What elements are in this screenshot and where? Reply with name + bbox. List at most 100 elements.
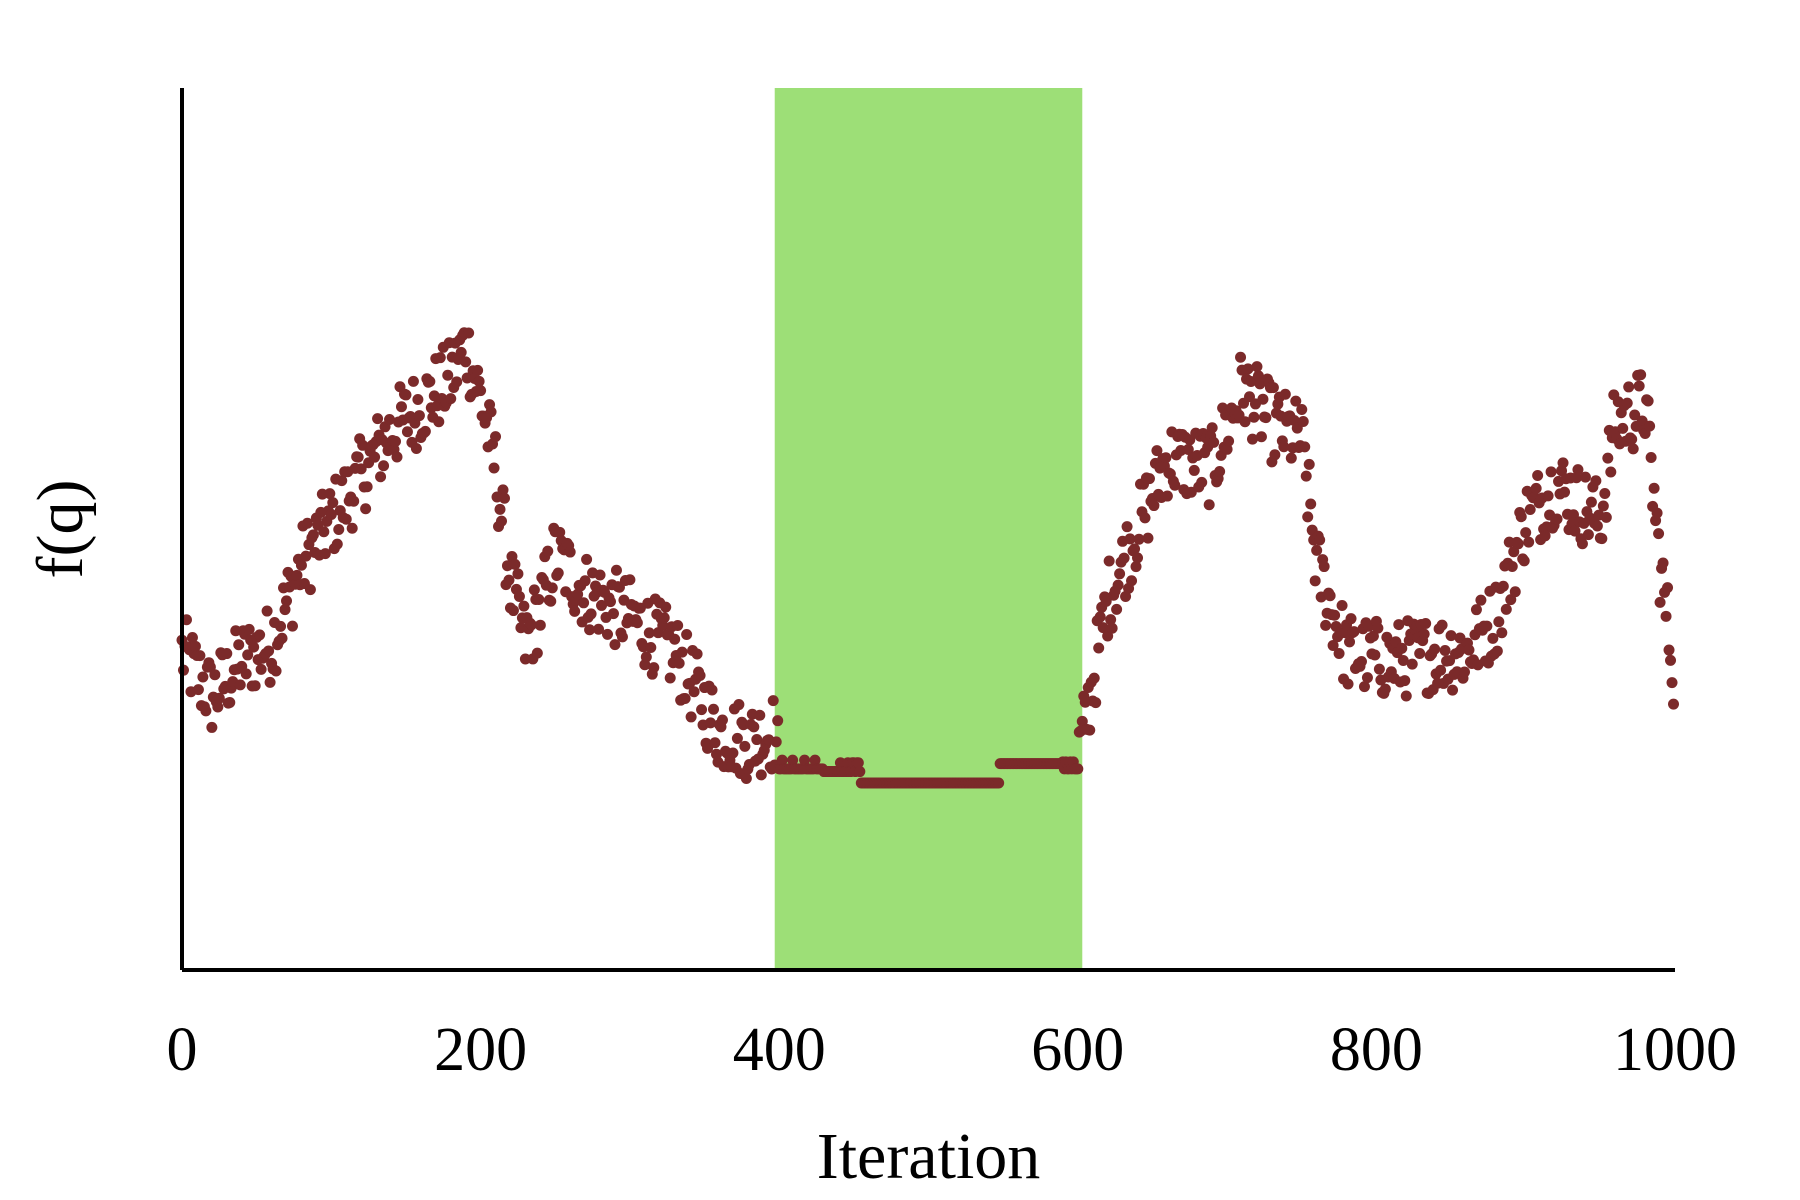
data-point <box>327 497 339 509</box>
data-point <box>286 620 298 632</box>
data-point <box>213 692 225 704</box>
data-point <box>206 721 218 733</box>
data-point <box>391 451 403 463</box>
data-point <box>1090 697 1102 709</box>
data-point <box>1235 351 1247 363</box>
data-point <box>1627 443 1639 455</box>
data-point <box>1429 643 1441 655</box>
data-point <box>1100 595 1112 607</box>
data-point <box>475 385 487 397</box>
data-point <box>681 629 693 641</box>
data-point <box>1290 395 1302 407</box>
data-point <box>224 697 236 709</box>
data-point <box>1396 642 1408 654</box>
data-point <box>1663 644 1675 656</box>
data-point <box>254 629 266 641</box>
data-point <box>776 754 788 766</box>
data-point <box>1633 380 1645 392</box>
data-point <box>1373 663 1385 675</box>
data-point <box>276 632 288 644</box>
data-point <box>1279 388 1291 400</box>
data-point <box>1372 622 1384 634</box>
data-point <box>1124 533 1136 545</box>
data-point <box>1414 648 1426 660</box>
data-point <box>1111 603 1123 615</box>
data-point <box>473 375 485 387</box>
data-point <box>1602 452 1614 464</box>
data-point <box>1668 698 1680 710</box>
data-point <box>594 569 606 581</box>
data-point <box>716 714 728 726</box>
data-point <box>1260 412 1272 424</box>
data-point <box>1126 575 1138 587</box>
data-point <box>643 627 655 639</box>
data-point <box>255 663 267 675</box>
data-point <box>1093 642 1105 654</box>
data-point <box>770 736 782 748</box>
highlight-band-layer <box>774 88 1083 970</box>
data-point <box>1297 416 1309 428</box>
data-point <box>733 699 745 711</box>
data-point <box>1151 445 1163 457</box>
data-point <box>640 651 652 663</box>
data-point <box>702 742 714 754</box>
data-point <box>1654 596 1666 608</box>
data-point <box>1662 582 1674 594</box>
data-point <box>739 740 751 752</box>
data-point <box>1445 630 1457 642</box>
data-point <box>1196 476 1208 488</box>
data-point <box>1648 482 1660 494</box>
data-point <box>1132 552 1144 564</box>
data-point <box>1103 555 1115 567</box>
data-point <box>852 757 864 769</box>
data-point <box>1582 529 1594 541</box>
data-point <box>412 394 424 406</box>
data-point <box>1160 452 1172 464</box>
data-point <box>579 575 591 587</box>
data-point <box>1255 431 1267 443</box>
data-point <box>189 640 201 652</box>
data-point <box>336 475 348 487</box>
data-point <box>1481 620 1493 632</box>
data-point <box>384 413 396 425</box>
data-point <box>672 620 684 632</box>
data-point <box>1557 457 1569 469</box>
data-point <box>261 605 273 617</box>
data-point <box>1314 534 1326 546</box>
data-point <box>1591 520 1603 532</box>
data-points-layer <box>176 327 1680 789</box>
data-point <box>1530 482 1542 494</box>
data-point <box>1605 466 1617 478</box>
data-point <box>854 766 866 778</box>
data-point <box>1435 664 1447 676</box>
data-point <box>602 628 614 640</box>
data-point <box>1142 532 1154 544</box>
data-point <box>463 327 475 339</box>
data-point <box>291 569 303 581</box>
data-point <box>240 668 252 680</box>
data-point <box>1088 672 1100 684</box>
data-point <box>1497 580 1509 592</box>
data-point <box>545 595 557 607</box>
data-point <box>1393 619 1405 631</box>
data-point <box>221 648 233 660</box>
data-point <box>331 538 343 550</box>
data-point <box>1214 466 1226 478</box>
data-point <box>1436 619 1448 631</box>
data-point <box>1344 636 1356 648</box>
data-point <box>1400 690 1412 702</box>
data-point <box>194 650 206 662</box>
data-point <box>488 462 500 474</box>
data-point <box>1463 644 1475 656</box>
data-point <box>1397 654 1409 666</box>
data-point <box>1621 397 1633 409</box>
data-point <box>691 648 703 660</box>
x-tick-label: 200 <box>434 1016 527 1084</box>
data-point <box>554 526 566 538</box>
data-point <box>534 619 546 631</box>
x-axis-title: Iteration <box>817 1120 1041 1193</box>
data-point <box>1143 473 1155 485</box>
data-point <box>451 376 463 388</box>
data-point <box>1242 363 1254 375</box>
data-point <box>709 737 721 749</box>
